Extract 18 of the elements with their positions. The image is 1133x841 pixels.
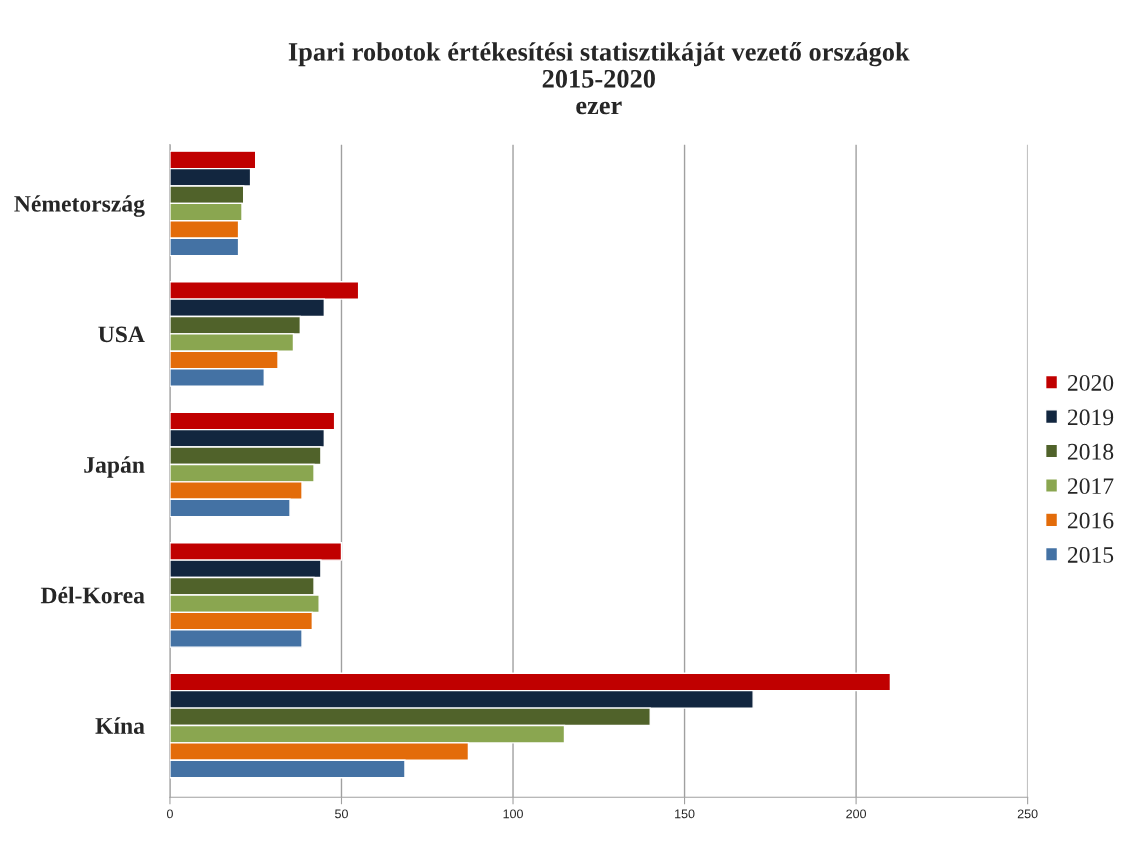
x-tick-label: 0 xyxy=(166,809,173,819)
legend-label: 2020 xyxy=(1067,374,1114,391)
legend-label: 2015 xyxy=(1067,546,1114,563)
y-tick-label: Japán xyxy=(84,456,145,478)
x-tick-label: 50 xyxy=(335,809,348,819)
x-tick-label: 150 xyxy=(675,809,695,819)
legend-label: 2019 xyxy=(1067,409,1114,426)
y-tick-label: Németország xyxy=(14,195,145,217)
legend-label: 2017 xyxy=(1067,478,1114,495)
y-tick-label: USA xyxy=(98,326,145,343)
legend-label: 2018 xyxy=(1067,443,1114,460)
x-tick-label: 200 xyxy=(846,809,867,819)
y-tick-label: Kína xyxy=(95,717,145,734)
x-tick-label: 100 xyxy=(503,809,523,819)
y-tick-label: Dél-Korea xyxy=(40,586,145,604)
x-tick-label: 250 xyxy=(1017,809,1038,819)
chart-title: Ipari robotok értékesítési statisztikáját vezető országok 2015-2020 ezer xyxy=(288,41,910,115)
legend-label: 2016 xyxy=(1067,512,1114,529)
